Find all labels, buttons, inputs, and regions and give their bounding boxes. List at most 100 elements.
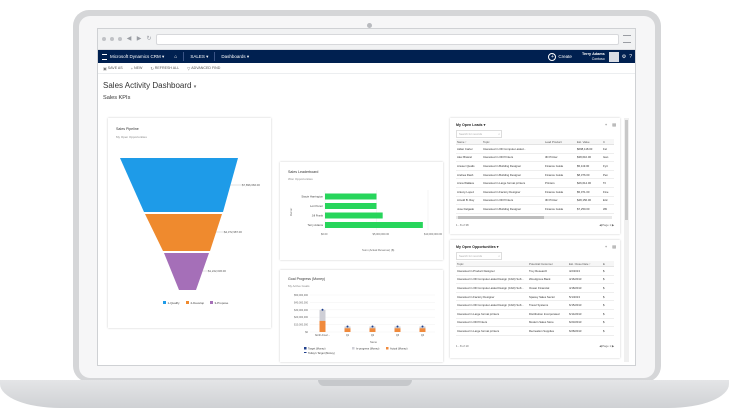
leaderboard-bar[interactable] (325, 222, 423, 228)
category-label: North Ameri... (315, 334, 331, 337)
page-title-text: Sales Activity Dashboard (103, 81, 192, 90)
table-row[interactable]: Interested in Factory Designer Spacey Sal… (456, 292, 614, 302)
save-as-button[interactable]: ▣ SAVE AS (103, 66, 123, 71)
view-records-icon[interactable]: ▤ (612, 244, 616, 249)
table-row[interactable]: Antony Lopez Interested in Factory Design… (456, 187, 614, 197)
opps-title[interactable]: My Open Opportunities (456, 244, 496, 249)
browser-menu-icon[interactable] (623, 35, 631, 43)
funnel-stage-develop[interactable] (145, 214, 222, 251)
url-bar[interactable] (156, 33, 619, 45)
leaderboard-bar[interactable] (325, 193, 377, 200)
leads-search-input[interactable]: Search for records ⌕ (456, 130, 502, 138)
leads-scrollbar[interactable] (456, 216, 612, 219)
table-row[interactable]: Interested in Product Designer Trey Resea… (456, 266, 614, 276)
gear-icon[interactable]: ⚙ (621, 53, 627, 60)
opps-column-header[interactable]: Est. Close Date ↑ (568, 261, 602, 267)
table-row[interactable]: Interested in 3D Printers Modern Sales St… (456, 318, 614, 328)
scrollbar-thumb[interactable] (625, 120, 628, 220)
chevron-down-icon[interactable]: ▾ (496, 244, 499, 249)
crm-brand[interactable]: Microsoft Dynamics CRM ▾ (110, 54, 164, 60)
page-scrollbar[interactable] (624, 118, 629, 362)
help-icon[interactable]: ? (629, 53, 632, 60)
leads-column-header[interactable]: Est. Value (576, 139, 602, 145)
category-label: Stacie Harrington (301, 195, 323, 199)
table-cell: Trey Research (528, 266, 568, 276)
category-label: Terry Adams (307, 223, 323, 227)
nav-area-sales[interactable]: SALES ▾ (190, 54, 208, 60)
table-cell: $48,156.00 (576, 196, 602, 206)
leaderboard-bar[interactable] (325, 212, 383, 219)
table-row[interactable]: Interested in Large format printers Distr… (456, 309, 614, 319)
leads-column-header[interactable]: Name ↑ (456, 139, 482, 145)
table-row[interactable]: Anna Wallace Interested in Large format p… (456, 178, 614, 188)
table-cell: Interested in Building Designer (482, 161, 544, 171)
table-cell: Ansser Quatls (456, 161, 482, 171)
table-cell: Alex Bratcel (456, 153, 482, 163)
opps-search-input[interactable]: Search for records ⌕ (456, 252, 502, 260)
leads-column-header[interactable]: Topic (482, 139, 544, 145)
leads-column-header[interactable]: Lead Product (544, 139, 576, 145)
user-info[interactable]: Terry Adams Contoso (582, 52, 605, 61)
table-row[interactable]: Jose Delgado Interested in Building Desig… (456, 204, 614, 214)
leaderboard-chart: Owner Sum (Actual Revenue) ($) $0.00 $5,0… (289, 190, 443, 252)
home-icon[interactable]: ⌂ (174, 53, 178, 60)
table-row[interactable]: Andrea Rash Interested in Building Design… (456, 170, 614, 180)
table-cell: Woodgrove Bank (528, 275, 568, 285)
nav-dashboards[interactable]: Dashboards ▾ (221, 54, 249, 60)
pager[interactable]: ◀ Page 1 ▶ (599, 223, 614, 227)
window-dot-icon[interactable] (118, 37, 122, 41)
opps-column-header[interactable]: Potential Customer (528, 261, 568, 267)
add-icon[interactable]: + (604, 244, 608, 249)
plus-icon: + (548, 52, 557, 61)
table-cell: Fine (602, 187, 614, 197)
chevron-down-icon[interactable]: ▾ (483, 122, 486, 127)
table-row[interactable]: Interested in 3D Computer-aided Design (… (456, 300, 614, 310)
window-dot-icon[interactable] (110, 37, 114, 41)
table-row[interactable]: Alex Bratcel Interested in 3D Printers 3D … (456, 153, 614, 163)
table-cell: Spacey Sales Sector (528, 292, 568, 302)
page-title[interactable]: Sales Activity Dashboard ▾ (103, 81, 196, 90)
opps-column-header[interactable]: Topic (456, 261, 528, 267)
category-label: Q4 (421, 334, 425, 337)
table-cell: Antony Lopez (456, 187, 482, 197)
view-records-icon[interactable]: ▤ (612, 122, 616, 127)
laptop-notch (318, 380, 412, 386)
funnel-value-label: $4,372,987.00 (224, 230, 242, 234)
create-button[interactable]: + Create (548, 52, 572, 61)
pager[interactable]: ◀ Page 1 ▶ (599, 344, 614, 348)
table-row[interactable]: Interested in 3D Computer-aided Design (… (456, 283, 614, 293)
goal-actual-bar (419, 328, 426, 332)
leaderboard-bar[interactable] (325, 203, 377, 209)
forward-arrow-icon[interactable]: ▶ (136, 36, 142, 42)
refresh-all-button[interactable]: ↻ REFRESH ALL (150, 66, 179, 71)
hamburger-icon[interactable] (102, 53, 107, 60)
table-row[interactable]: Interested in Large format printers Recre… (456, 326, 614, 336)
table-row[interactable]: Interested in 3D Computer-aided Design (… (456, 275, 614, 285)
funnel-value-label: $7,896,666.00 (242, 183, 260, 187)
avatar[interactable] (608, 51, 619, 62)
new-button[interactable]: + NEW (131, 66, 143, 71)
window-dot-icon[interactable] (102, 37, 106, 41)
save-icon: ▣ (103, 65, 107, 71)
reload-icon[interactable]: ↻ (146, 36, 152, 42)
table-row[interactable]: Aidan Carter Interested in 3D Computer-ai… (456, 144, 614, 154)
leads-column-header[interactable]: C (602, 139, 614, 145)
table-row[interactable]: Ansser Quatls Interested in Building Desi… (456, 161, 614, 171)
scrollbar-thumb[interactable] (458, 216, 544, 219)
funnel-stage-propose[interactable] (164, 253, 209, 290)
back-arrow-icon[interactable]: ◀ (126, 36, 132, 42)
x-axis-label: Sum (Actual Revenue) ($) (362, 248, 394, 252)
leads-title[interactable]: My Open Leads (456, 122, 483, 127)
add-icon[interactable]: + (604, 122, 608, 127)
legend-swatch (163, 301, 166, 304)
table-cell: Interested in 3D Computer-aided Design (… (456, 275, 528, 285)
table-row[interactable]: Arnold B. Ray Interested in 3D Printers 3D… (456, 196, 614, 206)
legend-label: Today's Target (Money) (308, 351, 335, 355)
advanced-find-button[interactable]: ▽ ADVANCED FIND (187, 66, 220, 71)
search-icon[interactable]: ⌕ (498, 254, 500, 258)
legend-label: In-progress (Money) (356, 346, 379, 350)
search-icon[interactable]: ⌕ (498, 132, 500, 136)
table-cell: Wlt (602, 204, 614, 214)
funnel-stage-qualify[interactable] (120, 158, 238, 212)
opps-column-header[interactable]: E (602, 261, 614, 267)
